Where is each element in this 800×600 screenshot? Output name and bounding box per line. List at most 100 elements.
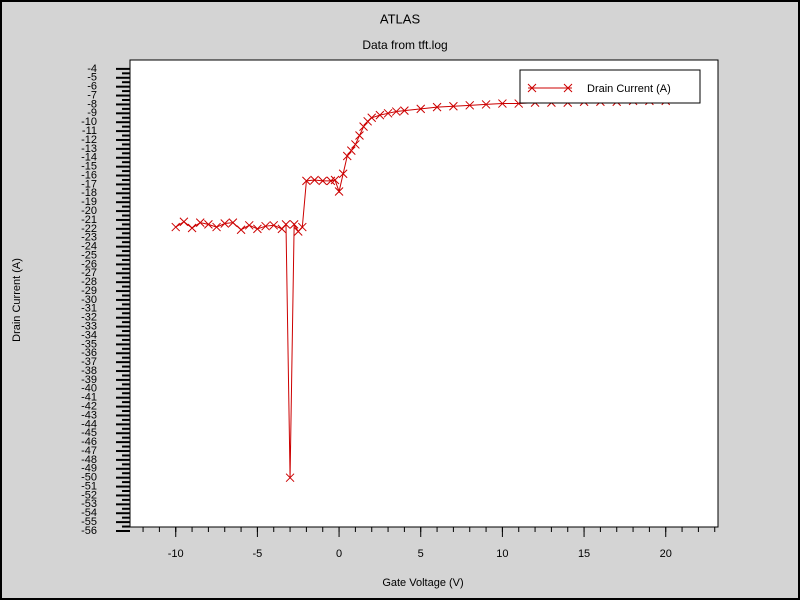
data-marker (195, 218, 205, 227)
y-tick-label: -19 (81, 196, 97, 208)
y-tick-label: -29 (81, 285, 97, 297)
x-tick-label: 20 (660, 548, 672, 560)
data-marker (261, 221, 270, 231)
y-tick-label: -32 (81, 312, 97, 324)
data-marker (269, 220, 279, 230)
data-marker (171, 222, 181, 232)
chart-title: ATLAS (380, 11, 421, 26)
data-marker (342, 151, 352, 161)
data-marker (244, 220, 254, 230)
y-tick-label: -35 (81, 338, 97, 350)
data-marker (204, 220, 213, 229)
y-tick-label: -20 (81, 205, 97, 217)
data-marker (179, 217, 189, 227)
x-tick-label: 10 (496, 548, 508, 560)
y-tick-label: -16 (81, 169, 97, 181)
data-marker (302, 176, 311, 186)
y-tick-label: -54 (81, 507, 97, 519)
data-marker (383, 108, 393, 118)
data-marker (432, 102, 442, 112)
data-marker (187, 223, 197, 233)
plot-area (129, 59, 719, 528)
data-marker (285, 473, 295, 483)
data-marker (449, 101, 458, 111)
y-tick-label: -56 (81, 525, 97, 537)
x-axis-label: Gate Voltage (V) (382, 577, 463, 589)
y-tick-label: -27 (81, 267, 97, 279)
data-marker (220, 219, 230, 228)
y-tick-label: -55 (81, 516, 97, 528)
y-tick-label: -47 (81, 445, 97, 457)
y-tick-label: -8 (87, 98, 97, 110)
y-tick-label: -24 (81, 241, 97, 253)
y-tick-label: -11 (82, 125, 97, 137)
y-tick-label: -36 (81, 347, 97, 359)
data-marker (228, 218, 238, 227)
data-marker (346, 146, 356, 155)
y-tick-label: -15 (81, 161, 97, 173)
data-marker (253, 224, 262, 234)
y-tick-label: -48 (81, 454, 97, 466)
y-tick-label: -7 (87, 89, 97, 101)
data-marker (297, 222, 307, 232)
y-axis-label: Drain Current (A) (11, 258, 23, 342)
y-tick-label: -45 (81, 427, 97, 439)
y-tick-label: -52 (81, 489, 97, 501)
y-tick-label: -9 (87, 107, 97, 119)
data-marker (281, 220, 291, 229)
y-tick-label: -28 (81, 276, 97, 288)
y-tick-label: -40 (81, 383, 97, 395)
data-marker (318, 176, 328, 186)
y-tick-label: -43 (81, 409, 97, 421)
y-tick-label: -38 (81, 365, 97, 377)
y-tick-label: -13 (81, 143, 97, 155)
x-tick-label: 0 (336, 548, 342, 560)
data-marker (310, 175, 319, 185)
y-tick-label: -37 (81, 356, 97, 368)
y-tick-label: -46 (81, 436, 97, 448)
y-tick-label: -10 (81, 116, 97, 128)
data-marker (498, 99, 507, 108)
legend-box (519, 69, 701, 104)
y-tick-label: -17 (81, 178, 97, 190)
y-tick-label: -18 (81, 187, 97, 199)
y-tick-label: -42 (81, 400, 97, 412)
data-marker (375, 110, 385, 120)
data-marker (416, 104, 426, 114)
x-tick-label: 5 (418, 548, 424, 560)
y-tick-label: -12 (81, 134, 97, 146)
y-tick-label: -14 (81, 152, 97, 164)
data-marker (338, 169, 348, 179)
legend-marker (527, 83, 573, 93)
y-tick-label: -44 (81, 418, 97, 430)
data-marker (236, 225, 246, 235)
data-marker (391, 107, 401, 116)
data-marker (400, 106, 409, 116)
data-marker (289, 220, 299, 229)
y-tick-label: -31 (81, 303, 97, 315)
data-marker (334, 187, 344, 196)
data-marker (355, 131, 364, 140)
data-marker (481, 100, 491, 109)
y-tick-label: -53 (81, 498, 97, 510)
y-tick-label: -51 (81, 480, 97, 492)
y-tick-label: -30 (81, 294, 97, 306)
data-marker (330, 175, 340, 185)
y-tick-label: -49 (81, 463, 97, 475)
y-tick-label: -6 (87, 81, 97, 93)
y-tick-label: -5 (87, 72, 97, 84)
chart-subtitle: Data from tft.log (362, 38, 447, 52)
y-tick-label: -41 (81, 392, 97, 404)
y-tick-label: -23 (81, 232, 97, 244)
x-tick-label: -5 (253, 548, 263, 560)
x-tick-label: 15 (578, 548, 590, 560)
data-marker (212, 222, 221, 232)
x-tick-label: -10 (168, 548, 184, 560)
y-tick-label: -21 (81, 214, 97, 226)
y-tick-label: -33 (81, 321, 97, 333)
y-tick-label: -34 (81, 329, 97, 341)
y-tick-label: -39 (81, 374, 97, 386)
y-tick-label: -50 (81, 472, 97, 484)
data-marker (359, 122, 368, 132)
